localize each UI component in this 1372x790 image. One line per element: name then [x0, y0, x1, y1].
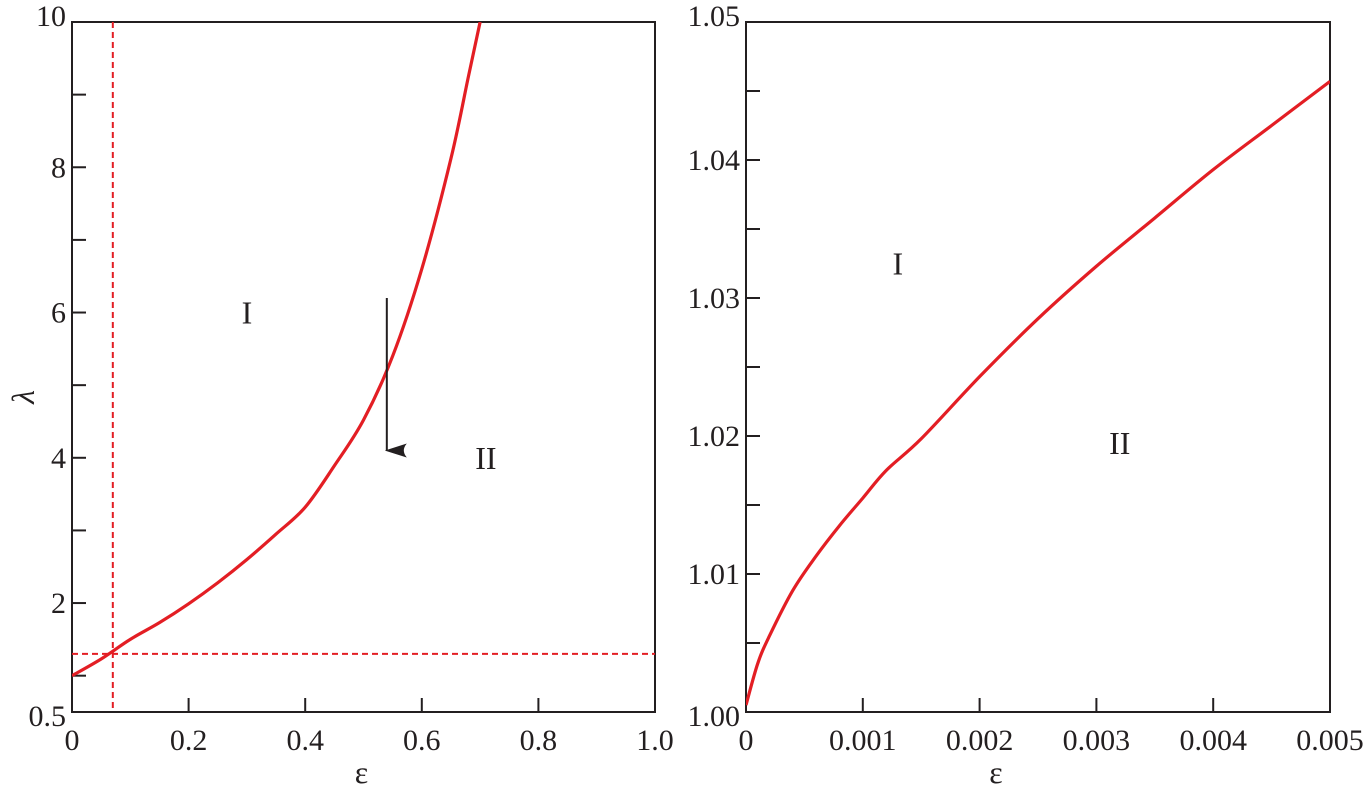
right-plot-frame [745, 21, 1331, 713]
right-region-label: I [893, 246, 904, 282]
left-y-tick-label: 6 [51, 297, 66, 330]
left-x-axis-title: ε [355, 754, 368, 790]
right-y-tick-label: 1.05 [688, 0, 741, 33]
left-region-label: II [475, 440, 496, 476]
right-series-line [746, 80, 1330, 706]
right-x-tick-label: 0.002 [946, 724, 1014, 757]
right-y-tick-label: 1.01 [688, 558, 741, 591]
left-y-tick-label: 2 [51, 587, 66, 620]
left-region-label: I [242, 295, 253, 331]
left-x-tick-label: 0.2 [170, 724, 208, 757]
right-y-tick-label: 1.02 [688, 420, 741, 453]
left-x-tick-label: 0 [65, 724, 80, 757]
left-x-tick-label: 1.0 [636, 724, 674, 757]
left-y-tick-label: 0.5 [29, 700, 67, 733]
right-region-label: II [1109, 425, 1130, 461]
left-x-tick-label: 0.6 [403, 724, 441, 757]
right-y-tick-label: 1.04 [688, 144, 741, 177]
left-y-axis-title: λ [5, 390, 41, 405]
right-y-tick-label: 1.00 [688, 700, 741, 733]
left-series-line [72, 22, 482, 678]
right-x-tick-label: 0.004 [1179, 724, 1247, 757]
right-x-tick-label: 0.003 [1063, 724, 1131, 757]
right-x-axis-title: ε [989, 754, 1002, 790]
left-x-tick-label: 0.4 [286, 724, 324, 757]
right-x-tick-label: 0.001 [829, 724, 897, 757]
right-x-tick-label: 0.005 [1296, 724, 1364, 757]
left-y-tick-label: 4 [51, 442, 66, 475]
left-y-tick-label: 10 [36, 0, 66, 33]
right-x-tick-label: 0 [739, 724, 754, 757]
left-plot-frame [71, 21, 656, 713]
left-y-tick-label: 8 [51, 151, 66, 184]
left-x-tick-label: 0.8 [520, 724, 558, 757]
right-panel: 0 0.001 0.002 0.003 0.004 0.005 1.00 1.01 1.02 1.… [688, 0, 1364, 790]
right-y-tick-label: 1.03 [688, 282, 741, 315]
